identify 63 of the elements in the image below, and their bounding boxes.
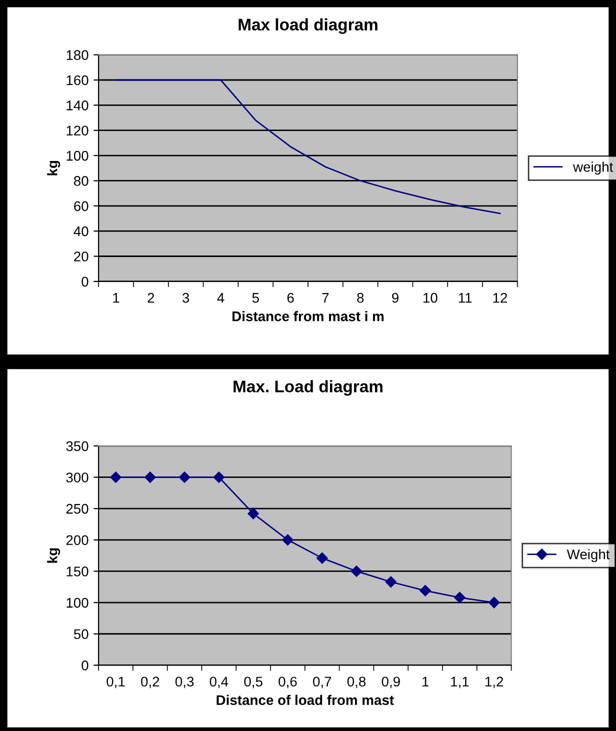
y-tick-label: 300 (66, 472, 88, 482)
x-tick-label: 0,8 (347, 676, 366, 688)
point (488, 596, 500, 608)
x-tick-label: 0,9 (382, 676, 400, 688)
chart-title: Max load diagram (238, 18, 378, 34)
x-tick-label: 1,1 (451, 676, 469, 688)
point (454, 592, 466, 604)
y-tick-label: 50 (74, 629, 88, 640)
x-tick-label: 10 (424, 292, 438, 303)
x-tick-label: 8 (357, 292, 364, 303)
y-tick-label: 200 (66, 535, 88, 546)
point (213, 472, 225, 483)
x-tick-label: 7 (322, 293, 329, 303)
y-tick-label: 0 (82, 660, 88, 670)
y-tick-label: 0 (82, 276, 88, 287)
legend-label: Weight (566, 549, 610, 562)
x-tick-label: 9 (392, 292, 398, 303)
x-tick-label: 12 (493, 292, 508, 303)
point (178, 472, 190, 483)
point (385, 576, 397, 588)
y-tick-label: 120 (66, 126, 88, 136)
y-axis-title: kg (47, 548, 60, 563)
y-tick-label: 100 (66, 150, 88, 161)
x-tick-label: 0,4 (210, 676, 228, 688)
y-tick-label: 140 (66, 100, 88, 110)
x-tick-label: 0,2 (141, 676, 160, 688)
line-series (115, 79, 501, 214)
x-tick-label: 2 (148, 292, 154, 303)
point (248, 508, 259, 520)
y-tick-label: 20 (74, 252, 88, 262)
y-tick-label: 100 (66, 598, 88, 608)
point (350, 566, 362, 577)
x-tick-label: 11 (458, 293, 472, 303)
x-tick-label: 1,2 (485, 676, 504, 688)
point (282, 534, 294, 546)
x-tick-label: 3 (182, 292, 190, 303)
y-tick-label: 60 (74, 201, 88, 212)
x-tick-label: 1 (422, 676, 428, 686)
x-tick-label: 5 (252, 293, 259, 303)
legend-label: weight (573, 162, 614, 175)
y-tick-label: 250 (66, 504, 88, 514)
point (144, 472, 156, 483)
x-axis-title: Distance of load from mast (216, 694, 394, 706)
x-tick-label: 0,3 (175, 676, 194, 688)
x-axis-title: Distance from mast i m (232, 311, 384, 322)
x-tick-label: 0,5 (244, 676, 262, 688)
y-tick-label: 350 (66, 441, 88, 452)
x-tick-label: 0,7 (313, 676, 332, 688)
y-tick-label: 160 (66, 75, 88, 86)
chart-title: Max. Load diagram (234, 380, 382, 396)
point (110, 472, 122, 483)
x-tick-label: 0,1 (106, 676, 125, 688)
y-axis-title: kg (47, 160, 60, 176)
x-tick-label: 4 (217, 293, 224, 303)
y-tick-label: 180 (66, 50, 88, 60)
point (316, 552, 328, 564)
y-tick-label: 40 (74, 226, 88, 236)
y-tick-label: 80 (74, 176, 88, 186)
x-tick-label: 6 (287, 292, 294, 303)
y-tick-label: 150 (66, 566, 88, 576)
x-tick-label: 1 (113, 293, 120, 303)
point (420, 585, 431, 596)
x-tick-label: 0,6 (278, 676, 297, 688)
